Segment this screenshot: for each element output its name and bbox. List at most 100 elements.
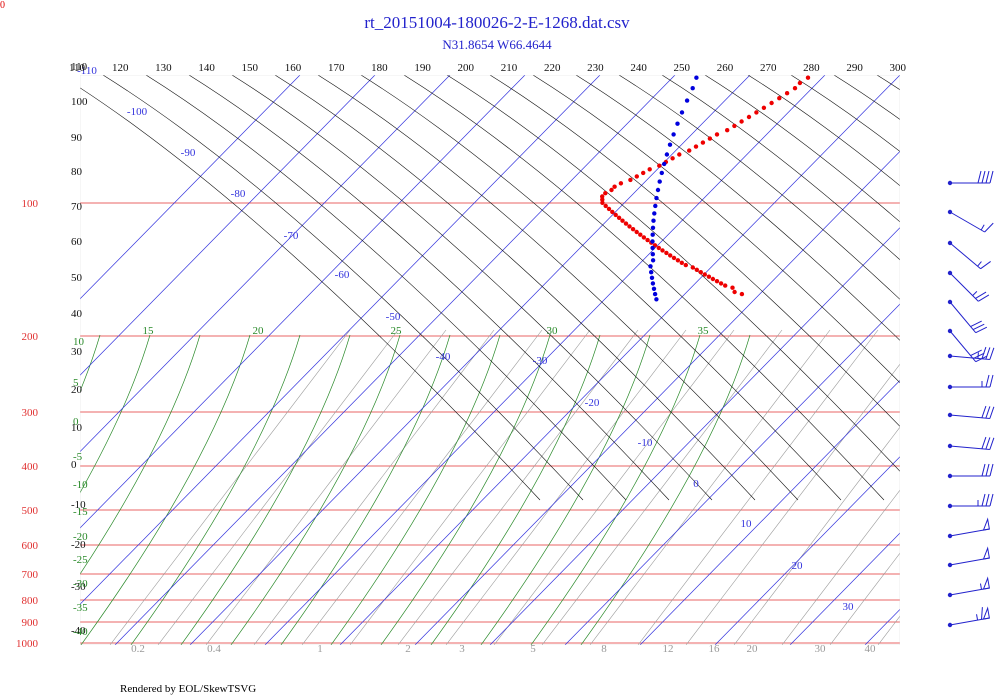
- theta-top-label: 240: [630, 62, 647, 74]
- left-axis-label: -30: [71, 581, 86, 593]
- wind-barb-feather: [989, 406, 995, 419]
- wind-barb-shaft: [949, 242, 981, 270]
- isotherm-line: [264, 75, 826, 645]
- left-axis-label: -35: [73, 602, 88, 614]
- wind-barb-feather: [981, 170, 986, 184]
- isotherm-label: -20: [585, 397, 600, 409]
- wind-barb-shaft: [949, 355, 990, 360]
- moist-adiabat-line: [80, 334, 251, 645]
- theta-top-label: 220: [544, 62, 561, 74]
- temperature-point: [687, 148, 692, 153]
- isotherm-line: [414, 150, 900, 645]
- left-axis-label: 0: [73, 416, 79, 428]
- left-axis-label: 30: [71, 346, 83, 358]
- mixing-ratio-line: [445, 329, 687, 645]
- dewpoint-point: [679, 110, 685, 115]
- left-axis-label: 50: [71, 272, 83, 284]
- temperature-point: [723, 283, 728, 288]
- chart-series: [600, 75, 811, 302]
- isotherm-line: [189, 75, 751, 645]
- temperature-point: [754, 110, 759, 115]
- mixing-ratio-label: 1: [317, 643, 323, 655]
- mixing-ratio-line: [541, 329, 783, 645]
- dewpoint-point: [651, 286, 657, 291]
- wind-barb-pennant: [982, 517, 990, 531]
- mixing-ratio-line: [157, 329, 399, 645]
- theta-top-label: 190: [414, 62, 431, 74]
- mixing-ratio-line: [253, 329, 495, 645]
- mixing-ratio-label: 30: [815, 643, 827, 655]
- theta-top-label: 250: [674, 62, 691, 74]
- dewpoint-point: [650, 258, 656, 263]
- mixing-ratio-label: 16: [709, 643, 721, 655]
- wind-barb-half-feather: [977, 352, 979, 359]
- left-axis-label: -20: [71, 539, 86, 551]
- left-axis-label: -20: [73, 531, 88, 543]
- temperature-point: [630, 227, 636, 232]
- temperature-point: [618, 181, 624, 186]
- wind-barb-feather: [977, 170, 982, 184]
- temperature-point: [690, 265, 695, 270]
- left-axis-label: -40: [71, 625, 86, 637]
- dewpoint-point: [650, 252, 655, 257]
- pressure-tick-label: 700: [22, 569, 39, 581]
- dewpoint-point: [690, 86, 695, 91]
- wind-barb-feather: [989, 170, 994, 184]
- isotherm-line: [114, 75, 676, 645]
- dewpoint-point: [675, 121, 680, 126]
- isotherm-label: -50: [386, 311, 401, 323]
- temperature-point: [725, 128, 730, 133]
- temperature-point: [769, 100, 774, 106]
- isotherm-line: [80, 75, 301, 300]
- isotherm-label: -10: [638, 437, 653, 449]
- mixing-ratio-label: 20: [747, 643, 759, 655]
- dewpoint-point: [653, 203, 658, 209]
- isotherm-label: -30: [533, 355, 548, 367]
- temperature-point: [627, 224, 632, 229]
- mixing-ratio-label: 8: [601, 643, 607, 655]
- isotherm-line: [940, 75, 1000, 645]
- corner-label: 0: [0, 0, 5, 11]
- temperature-point: [660, 248, 665, 253]
- wind-barb-pennant: [982, 546, 990, 560]
- wind-barb-feather: [981, 405, 987, 418]
- mixing-ratio-line: [829, 552, 900, 645]
- wind-barb-shaft: [949, 330, 977, 362]
- dry-adiabat-line: [403, 75, 885, 501]
- temperature-point: [675, 258, 681, 263]
- moist-adiabat-line: [480, 334, 651, 645]
- temperature-point: [647, 167, 652, 172]
- temperature-point: [694, 267, 699, 272]
- wind-barb-feather: [985, 437, 991, 450]
- dry-adiabat-line: [747, 75, 900, 187]
- wind-barb-feather: [981, 493, 986, 507]
- theta-top-label: 160: [285, 62, 302, 74]
- theta-top-label: 140: [198, 62, 215, 74]
- left-axis-label: -15: [73, 506, 88, 518]
- dewpoint-point: [649, 270, 654, 275]
- wind-barb-shaft: [949, 272, 979, 302]
- wind-barb-feather: [981, 463, 986, 477]
- wind-barb-half-feather: [976, 614, 979, 621]
- mixing-ratio-label: 40: [865, 643, 877, 655]
- isotherm-line: [80, 75, 376, 376]
- temperature-point: [739, 119, 744, 124]
- temperature-point: [603, 203, 608, 209]
- wind-barb-shaft: [949, 528, 990, 537]
- dewpoint-point: [654, 297, 659, 302]
- isotherm-label: -90: [181, 147, 196, 159]
- temperature-point: [641, 170, 646, 176]
- wind-barb-feather: [975, 291, 987, 299]
- wind-barb-feather: [970, 349, 982, 356]
- left-axis-label: 10: [71, 422, 83, 434]
- theta-top-label: 180: [371, 62, 388, 74]
- wind-barb-feather: [972, 352, 985, 360]
- dry-adiabat-line: [274, 75, 756, 501]
- moist-adiabat-line: [330, 334, 501, 645]
- chart-subtitle: N31.8654 W66.4644: [442, 37, 552, 52]
- theta-top-label: 110: [69, 62, 86, 74]
- isotherm-label: 30: [843, 601, 855, 613]
- dewpoint-point: [651, 218, 656, 223]
- dry-adiabat-line: [446, 75, 900, 472]
